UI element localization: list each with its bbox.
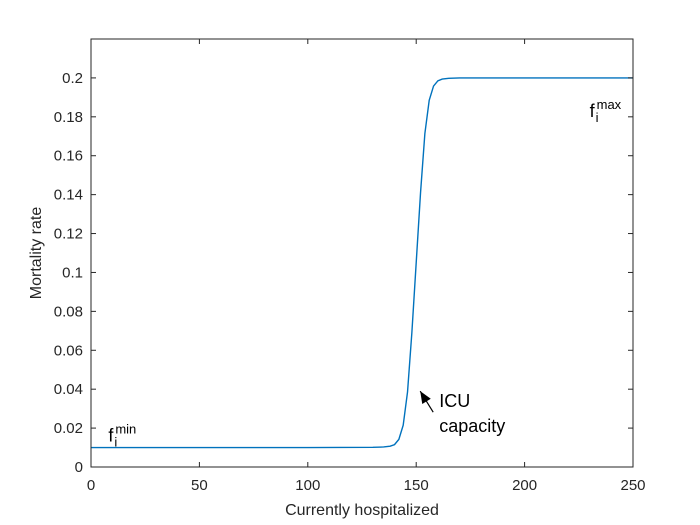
y-axis-ticks: 0 0.02 0.04 0.06 0.08 0.1 0.12 0.14 0.16 0.18 0.2 — [54, 70, 633, 476]
y-tick-label: 0.08 — [54, 303, 83, 320]
y-tick-label: 0.06 — [54, 342, 83, 359]
y-tick-label: 0.1 — [62, 264, 83, 281]
x-tick-label: 250 — [620, 477, 645, 494]
y-axis-label: Mortality rate — [28, 207, 45, 300]
icu-label-line2: capacity — [439, 416, 505, 436]
x-tick-label: 0 — [87, 477, 95, 494]
fmin-superscript: min — [115, 422, 136, 437]
mortality-curve — [91, 77, 633, 449]
x-tick-label: 100 — [295, 477, 320, 494]
icu-label-line1: ICU — [439, 391, 470, 411]
x-tick-label: 200 — [512, 477, 537, 494]
plot-area — [91, 39, 633, 467]
fmax-subscript: i — [596, 110, 599, 125]
y-tick-label: 0.16 — [54, 148, 83, 165]
x-axis-label: Currently hospitalized — [285, 502, 439, 519]
icu-capacity-annotation: ICU capacity — [419, 390, 505, 436]
fmin-base: f — [108, 426, 114, 446]
fmin-annotation: f i min — [108, 422, 136, 450]
fmin-subscript: i — [114, 435, 117, 450]
x-tick-label: 150 — [404, 477, 429, 494]
plot-frame — [90, 38, 634, 468]
x-tick-label: 50 — [191, 477, 208, 494]
y-tick-label: 0.2 — [62, 70, 83, 87]
fmax-superscript: max — [597, 97, 622, 112]
y-tick-label: 0.14 — [54, 187, 83, 204]
y-tick-label: 0.12 — [54, 226, 83, 243]
fmax-base: f — [590, 101, 596, 121]
icu-arrowhead-icon — [420, 391, 431, 405]
y-tick-label: 0 — [75, 459, 83, 476]
y-tick-label: 0.04 — [54, 381, 83, 398]
y-tick-label: 0.18 — [54, 109, 83, 126]
x-axis-ticks: 0 50 100 150 200 250 — [87, 39, 646, 494]
y-tick-label: 0.02 — [54, 420, 83, 437]
fmax-annotation: f i max — [590, 97, 622, 125]
